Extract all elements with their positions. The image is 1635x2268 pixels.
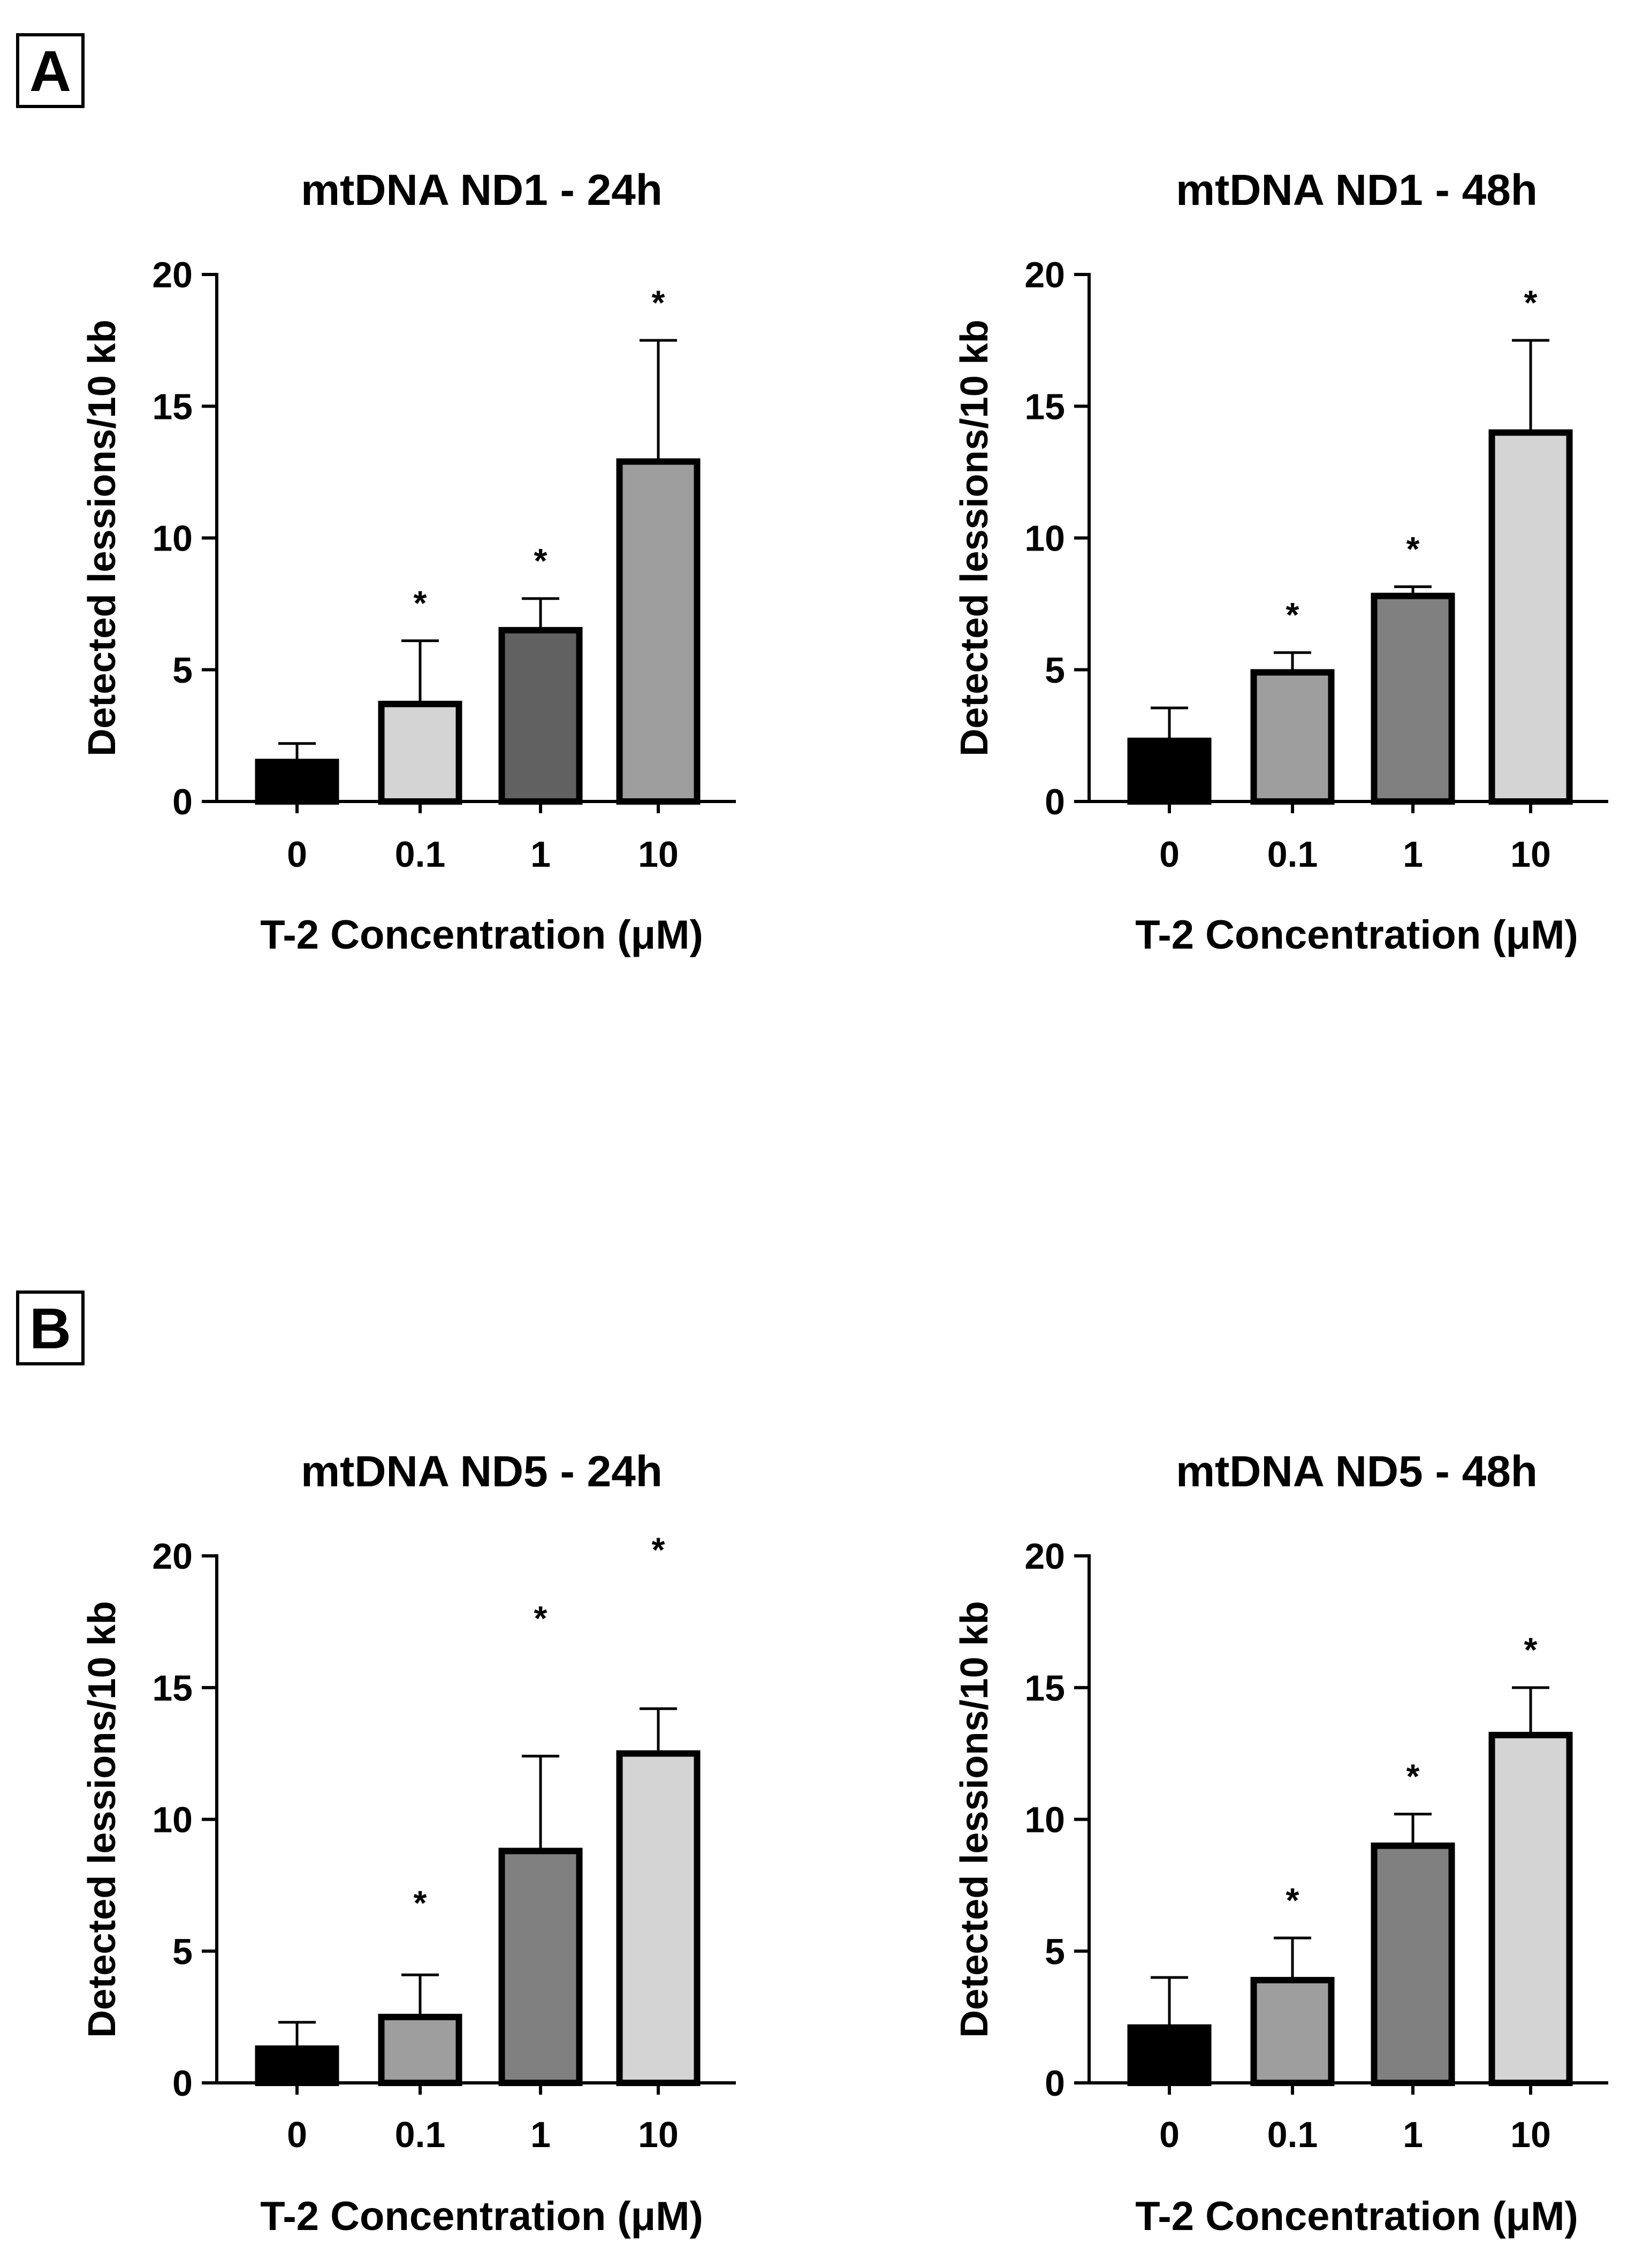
bar-1 — [498, 627, 583, 805]
y-axis-label: Detected lessions/10 kb — [953, 1601, 996, 2037]
x-axis-label: T-2 Concentration (μM) — [260, 912, 703, 958]
bar-0 — [1127, 737, 1212, 805]
x-tick-label: 10 — [1510, 2114, 1551, 2155]
significance-star: * — [414, 584, 427, 622]
chart-2: mtDNA ND1 - 48h 0 * 0.1 * 1 * 10 0 5 10 15 20 Detecte… — [953, 166, 1608, 958]
x-tick-label: 0 — [287, 2114, 307, 2155]
chart-title: mtDNA ND1 - 48h — [1176, 166, 1538, 215]
y-tick-label: 5 — [172, 1931, 193, 1972]
bar-0.1 — [378, 700, 462, 805]
x-tick-label: 1 — [530, 834, 551, 875]
x-tick-label: 1 — [1403, 834, 1423, 875]
x-tick-label: 0.1 — [395, 2114, 446, 2155]
x-tick-label: 1 — [1403, 2114, 1423, 2155]
y-tick-label: 15 — [1024, 386, 1065, 427]
y-tick-label: 15 — [1024, 1668, 1065, 1708]
y-tick-label: 10 — [1024, 518, 1065, 559]
x-tick-label: 0.1 — [1267, 834, 1318, 875]
significance-star: * — [1524, 1630, 1538, 1669]
y-tick-label: 20 — [152, 255, 193, 295]
y-tick-label: 10 — [1024, 1800, 1065, 1841]
y-tick-label: 15 — [152, 386, 193, 427]
chart-title: mtDNA ND5 - 48h — [1176, 1447, 1538, 1496]
y-tick-label: 20 — [1024, 255, 1065, 295]
y-tick-label: 10 — [152, 1800, 193, 1841]
y-tick-label: 20 — [152, 1536, 193, 1577]
bar-0 — [255, 2045, 339, 2087]
y-tick-label: 0 — [1045, 782, 1065, 822]
significance-star: * — [1286, 1881, 1299, 1919]
bar-1 — [498, 1847, 583, 2087]
y-tick-label: 5 — [172, 650, 193, 691]
panel-label-b: B — [16, 1290, 85, 1365]
x-tick-label: 10 — [638, 2114, 679, 2155]
x-tick-label: 10 — [1510, 834, 1551, 875]
y-tick-label: 0 — [172, 782, 193, 822]
x-tick-label: 0.1 — [1267, 2114, 1318, 2155]
x-tick-label: 0 — [287, 834, 307, 875]
x-tick-label: 0 — [1159, 2114, 1180, 2155]
x-tick-label: 10 — [638, 834, 679, 875]
y-tick-label: 5 — [1045, 650, 1065, 691]
bar-0 — [1127, 2024, 1212, 2086]
x-tick-label: 0 — [1159, 834, 1180, 875]
bar-10 — [1488, 429, 1573, 805]
chart-3: mtDNA ND5 - 24h 0 * 0.1 * 1 * 10 0 5 10 15 20 Detecte… — [81, 1447, 736, 2239]
panel-label-a: A — [16, 33, 85, 108]
y-tick-label: 15 — [152, 1668, 193, 1708]
y-axis-label: Detected lessions/10 kb — [81, 319, 124, 756]
y-tick-label: 20 — [1024, 1536, 1065, 1577]
bar-10 — [616, 1750, 701, 2086]
y-tick-label: 0 — [172, 2063, 193, 2104]
significance-star: * — [534, 1599, 547, 1637]
significance-star: * — [1286, 595, 1299, 634]
bar-1 — [1371, 1842, 1455, 2086]
x-tick-label: 0.1 — [395, 834, 446, 875]
significance-star: * — [1406, 530, 1420, 568]
y-tick-label: 5 — [1045, 1931, 1065, 1972]
bar-0 — [255, 759, 339, 805]
x-axis-label: T-2 Concentration (μM) — [1135, 912, 1578, 958]
x-tick-label: 1 — [530, 2114, 551, 2155]
significance-star: * — [1406, 1757, 1420, 1796]
bar-10 — [616, 458, 701, 805]
bar-1 — [1371, 592, 1455, 805]
significance-star: * — [414, 1883, 427, 1922]
bar-0.1 — [1250, 669, 1335, 805]
bar-0.1 — [378, 2013, 462, 2086]
chart-title: mtDNA ND1 - 24h — [301, 166, 663, 215]
y-tick-label: 10 — [152, 518, 193, 559]
significance-star: * — [652, 283, 665, 322]
y-axis-label: Detected lessions/10 kb — [953, 319, 996, 756]
chart-4: mtDNA ND5 - 48h 0 * 0.1 * 1 * 10 0 5 10 15 20 Detecte… — [953, 1447, 1608, 2239]
y-axis-label: Detected lessions/10 kb — [81, 1601, 124, 2037]
bar-10 — [1488, 1731, 1573, 2086]
x-axis-label: T-2 Concentration (μM) — [260, 2194, 703, 2239]
significance-star: * — [534, 541, 547, 580]
x-axis-label: T-2 Concentration (μM) — [1135, 2194, 1578, 2239]
bar-0.1 — [1250, 1976, 1335, 2087]
significance-star: * — [652, 1530, 665, 1569]
chart-title: mtDNA ND5 - 24h — [301, 1447, 663, 1496]
chart-1: mtDNA ND1 - 24h 0 * 0.1 * 1 * 10 0 5 10 15 20 Detecte… — [81, 166, 736, 958]
y-tick-label: 0 — [1045, 2063, 1065, 2104]
significance-star: * — [1524, 283, 1538, 322]
